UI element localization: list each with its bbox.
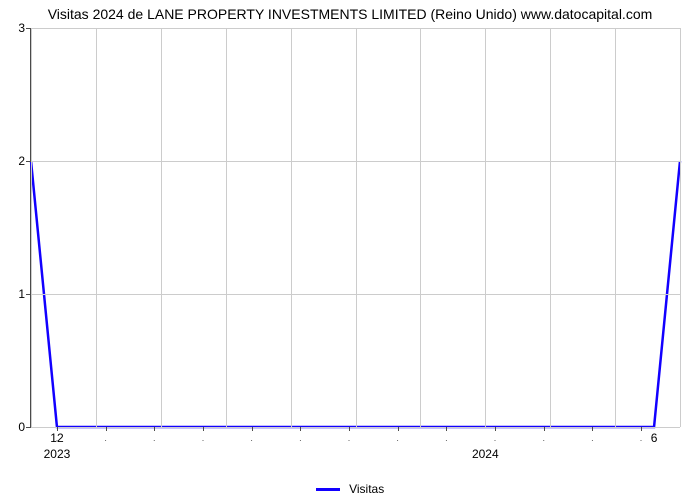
x-minor-tick — [154, 427, 155, 431]
x-minor-tick — [446, 427, 447, 431]
x-minor-tick — [398, 427, 399, 431]
vgrid-line — [291, 28, 292, 427]
vgrid-line — [550, 28, 551, 427]
x-minor-label: . — [591, 433, 594, 443]
x-minor-label: . — [153, 433, 156, 443]
x-minor-tick — [203, 427, 204, 431]
x-minor-tick — [592, 427, 593, 431]
x-minor-label: . — [542, 433, 545, 443]
x-minor-label: . — [396, 433, 399, 443]
x-minor-tick — [300, 427, 301, 431]
x-year-label: 2024 — [472, 447, 499, 461]
x-year-label: 2023 — [44, 447, 71, 461]
x-minor-label: . — [445, 433, 448, 443]
x-minor-tick — [349, 427, 350, 431]
x-minor-tick — [495, 427, 496, 431]
y-tick-label: 1 — [18, 287, 25, 301]
x-minor-label: . — [348, 433, 351, 443]
y-tick-mark — [26, 427, 31, 428]
y-tick-label: 3 — [18, 21, 25, 35]
vgrid-line — [161, 28, 162, 427]
x-minor-tick — [106, 427, 107, 431]
y-tick-label: 2 — [18, 154, 25, 168]
legend-label: Visitas — [349, 482, 384, 496]
visits-line-chart: Visitas 2024 de LANE PROPERTY INVESTMENT… — [0, 0, 700, 500]
x-minor-tick — [252, 427, 253, 431]
hgrid-line — [31, 427, 680, 428]
x-minor-tick — [544, 427, 545, 431]
y-tick-label: 0 — [18, 420, 25, 434]
vgrid-line — [485, 28, 486, 427]
chart-title: Visitas 2024 de LANE PROPERTY INVESTMENT… — [0, 6, 700, 22]
x-major-label: 12 — [50, 431, 63, 445]
plot-area: 0123.............12620232024 — [30, 28, 680, 428]
x-minor-label: . — [202, 433, 205, 443]
legend-swatch — [316, 488, 340, 491]
vgrid-line — [615, 28, 616, 427]
vgrid-line — [420, 28, 421, 427]
x-minor-label: . — [250, 433, 253, 443]
x-minor-tick — [641, 427, 642, 431]
x-major-label: 6 — [651, 431, 658, 445]
x-minor-label: . — [640, 433, 643, 443]
vgrid-line — [226, 28, 227, 427]
vgrid-line — [356, 28, 357, 427]
legend: Visitas — [0, 482, 700, 496]
x-minor-label: . — [299, 433, 302, 443]
x-minor-label: . — [494, 433, 497, 443]
vgrid-line — [680, 28, 681, 427]
vgrid-line — [96, 28, 97, 427]
vgrid-line — [31, 28, 32, 427]
x-minor-label: . — [104, 433, 107, 443]
